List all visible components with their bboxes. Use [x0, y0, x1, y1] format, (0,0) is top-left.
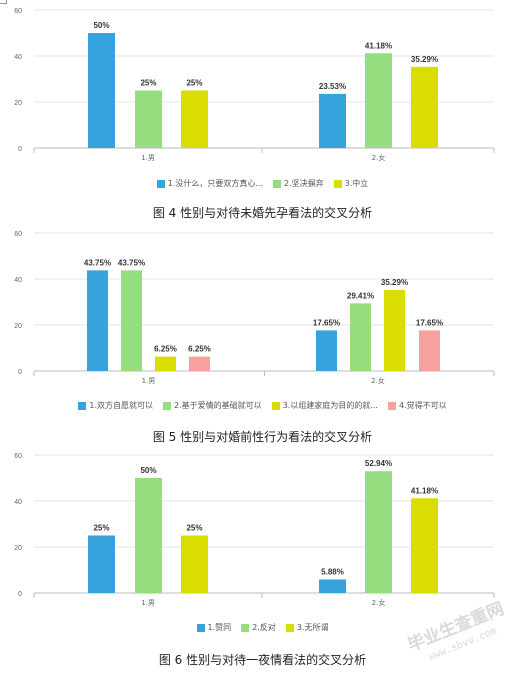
legend-swatch [196, 623, 205, 632]
x-category-label: 2.女 [372, 598, 386, 607]
bar-data-label: 17.65% [416, 318, 443, 327]
bar [384, 289, 405, 371]
y-tick-label: 40 [14, 499, 22, 506]
legend-swatch [387, 401, 396, 410]
bar [181, 535, 208, 593]
legend-item[interactable]: 2.反对 [241, 622, 276, 633]
y-tick-label: 20 [14, 545, 22, 552]
legend-swatch [156, 179, 165, 188]
legend-label: 2.反对 [252, 623, 276, 632]
chart-5-legend: 1.双方自愿就可以 2.基于爱情的基础就可以 3.以组建家庭为目的的就... 4.觉得… [0, 400, 525, 411]
chart-5-bar-chart: 0 20 40 60 1.男 2.女 43.75% 17.65% 43.75% 29.41% 6.2… [14, 231, 495, 385]
chart-4-caption: 图 4 性别与对待未婚先孕看法的交叉分析 [152, 206, 373, 220]
bar-data-label: 5.88% [321, 567, 344, 576]
bar-data-label: 41.18% [365, 41, 392, 50]
chart-4-legend: 1.没什么，只要双方真心... 2.坚决摒弃 3.中立 [0, 178, 525, 189]
y-tick-label: 20 [14, 100, 22, 107]
legend-label: 1.没什么，只要双方真心... [167, 179, 263, 188]
bar [88, 535, 115, 593]
bar [135, 478, 162, 593]
bar-data-label: 25% [186, 79, 202, 88]
x-category-label: 1.男 [142, 377, 156, 385]
bar-data-label: 6.25% [188, 345, 211, 354]
legend-item[interactable]: 3.以组建家庭为目的的就... [271, 400, 378, 411]
x-category-label: 1.男 [141, 599, 155, 607]
y-tick-label: 60 [14, 453, 22, 460]
bar [121, 270, 142, 371]
bar-data-label: 25% [93, 524, 109, 533]
bar [365, 53, 392, 149]
legend-item[interactable]: 4.觉得不可以 [387, 400, 447, 411]
y-tick-label: 0 [18, 369, 22, 376]
legend-label: 1.双方自愿就可以 [89, 401, 154, 410]
x-category-label: 2.女 [371, 376, 385, 385]
bar [189, 356, 210, 371]
bar [319, 579, 346, 593]
x-category-label: 1.男 [141, 154, 155, 162]
bar-data-label: 23.53% [319, 82, 346, 91]
legend-label: 3.中立 [344, 179, 369, 188]
legend-item[interactable]: 1.双方自愿就可以 [78, 400, 153, 411]
bar-data-label: 43.75% [84, 258, 111, 267]
bar-data-label: 29.41% [347, 291, 374, 300]
legend-swatch [163, 401, 172, 410]
bar-data-label: 25% [140, 79, 156, 88]
bar [316, 330, 337, 371]
bar-data-label: 17.65% [313, 318, 340, 327]
legend-label: 1.赞同 [207, 623, 232, 632]
bar [411, 66, 438, 148]
legend-item[interactable]: 2.坚决摒弃 [272, 178, 324, 189]
corner-mark [0, 0, 7, 4]
legend-swatch [272, 179, 281, 188]
legend-label: 4.觉得不可以 [398, 401, 447, 410]
bar-data-label: 6.25% [154, 345, 177, 354]
bar [155, 356, 176, 371]
bar [319, 93, 346, 148]
bar-data-label: 50% [140, 466, 156, 475]
bar [135, 90, 162, 148]
y-tick-label: 40 [14, 277, 22, 284]
chart-4-bar-chart: 0 20 40 60 1.男 2.女 50% 23.53% 25% 41.18% 25% 35.29% [14, 8, 495, 162]
legend-item[interactable]: 3.中立 [333, 178, 369, 189]
legend-label: 2.基于爱情的基础就可以 [174, 401, 262, 410]
bar-data-label: 25% [186, 524, 202, 533]
bar [350, 303, 371, 371]
bar-data-label: 50% [93, 21, 109, 30]
legend-label: 3.以组建家庭为目的的就... [282, 401, 378, 410]
legend-item[interactable]: 2.基于爱情的基础就可以 [163, 400, 262, 411]
chart-6-bar-chart: 0 20 40 60 1.男 2.女 25% 5.88% 50% 52.94% 25% 41.18% [14, 453, 495, 607]
bar-data-label: 35.29% [411, 55, 438, 64]
bar [411, 498, 438, 593]
legend-swatch [271, 401, 280, 410]
chart-5-caption: 图 5 性别与对婚前性行为看法的交叉分析 [152, 430, 373, 444]
x-category-label: 2.女 [372, 153, 386, 162]
chart-6-caption: 图 6 性别与对待一夜情看法的交叉分析 [158, 653, 367, 667]
legend-item[interactable]: 1.没什么，只要双方真心... [156, 178, 263, 189]
legend-item[interactable]: 1.赞同 [196, 622, 232, 633]
bar [88, 33, 115, 148]
bar [365, 471, 392, 593]
legend-label: 2.坚决摒弃 [283, 179, 324, 188]
bar [87, 270, 108, 371]
legend-swatch [241, 623, 250, 632]
bar [181, 90, 208, 148]
bar-data-label: 35.29% [381, 278, 408, 287]
bar [419, 330, 440, 371]
y-tick-label: 0 [18, 591, 22, 598]
bar-data-label: 41.18% [411, 486, 438, 495]
legend-swatch [333, 179, 342, 188]
chart-6-legend: 1.赞同 2.反对 3.无所谓 [0, 622, 525, 633]
y-tick-label: 40 [14, 54, 22, 61]
legend-label: 3.无所谓 [296, 623, 329, 632]
legend-item[interactable]: 3.无所谓 [285, 622, 329, 633]
bar-data-label: 43.75% [118, 258, 145, 267]
legend-swatch [78, 401, 87, 410]
y-tick-label: 60 [14, 8, 22, 15]
y-tick-label: 20 [14, 323, 22, 330]
y-tick-label: 60 [14, 231, 22, 238]
legend-swatch [285, 623, 294, 632]
y-tick-label: 0 [18, 146, 22, 153]
bar-data-label: 52.94% [365, 459, 392, 468]
